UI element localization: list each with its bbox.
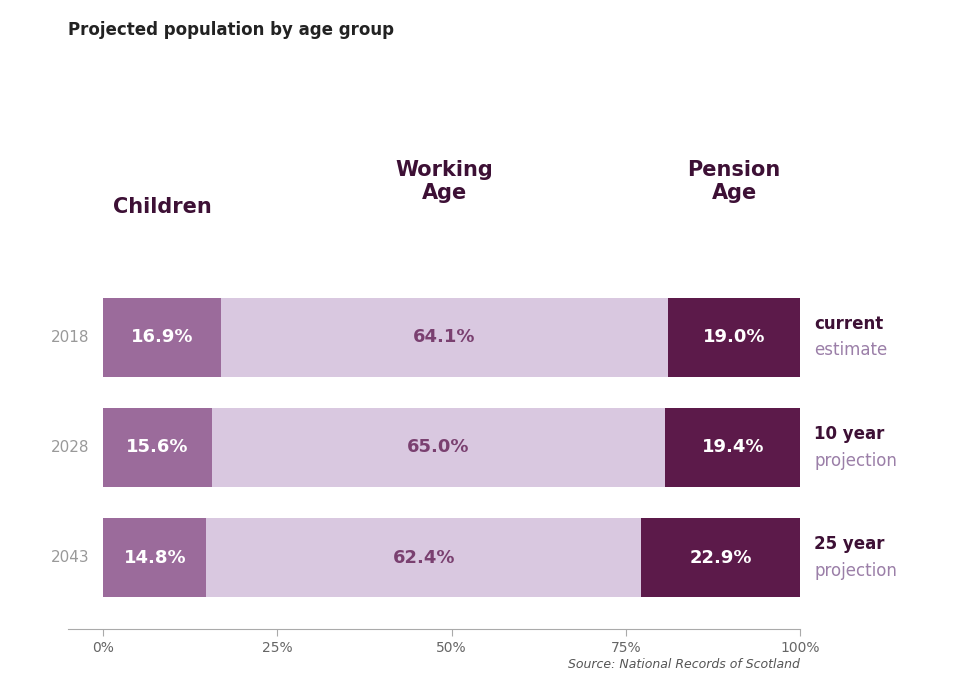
Text: Source: National Records of Scotland: Source: National Records of Scotland (568, 658, 800, 671)
Text: 10 year: 10 year (814, 425, 884, 443)
Text: Projected population by age group: Projected population by age group (68, 21, 394, 39)
Text: Working
Age: Working Age (395, 159, 493, 203)
Text: current: current (814, 315, 883, 333)
Text: 25 year: 25 year (814, 535, 885, 554)
Text: projection: projection (814, 562, 897, 579)
Bar (641, 518, 801, 597)
Text: 65.0%: 65.0% (407, 438, 469, 456)
Text: 62.4%: 62.4% (392, 549, 455, 566)
Text: 15.6%: 15.6% (126, 438, 188, 456)
Text: estimate: estimate (814, 341, 887, 359)
Bar (103, 518, 206, 597)
Bar (668, 298, 800, 377)
Text: 2018: 2018 (51, 330, 89, 345)
Bar (212, 408, 665, 487)
Bar (221, 298, 668, 377)
Text: 14.8%: 14.8% (123, 549, 186, 566)
Text: 64.1%: 64.1% (413, 329, 475, 346)
Text: 19.0%: 19.0% (703, 329, 765, 346)
Text: Pension
Age: Pension Age (687, 159, 781, 203)
Text: 16.9%: 16.9% (131, 329, 193, 346)
Text: 2028: 2028 (51, 440, 89, 455)
Text: 22.9%: 22.9% (690, 549, 752, 566)
Bar (206, 518, 641, 597)
Bar (103, 298, 221, 377)
Text: Children: Children (112, 196, 212, 217)
Text: projection: projection (814, 452, 897, 470)
Bar (103, 408, 212, 487)
Bar (665, 408, 800, 487)
Text: 2043: 2043 (51, 550, 89, 565)
Text: 19.4%: 19.4% (702, 438, 764, 456)
